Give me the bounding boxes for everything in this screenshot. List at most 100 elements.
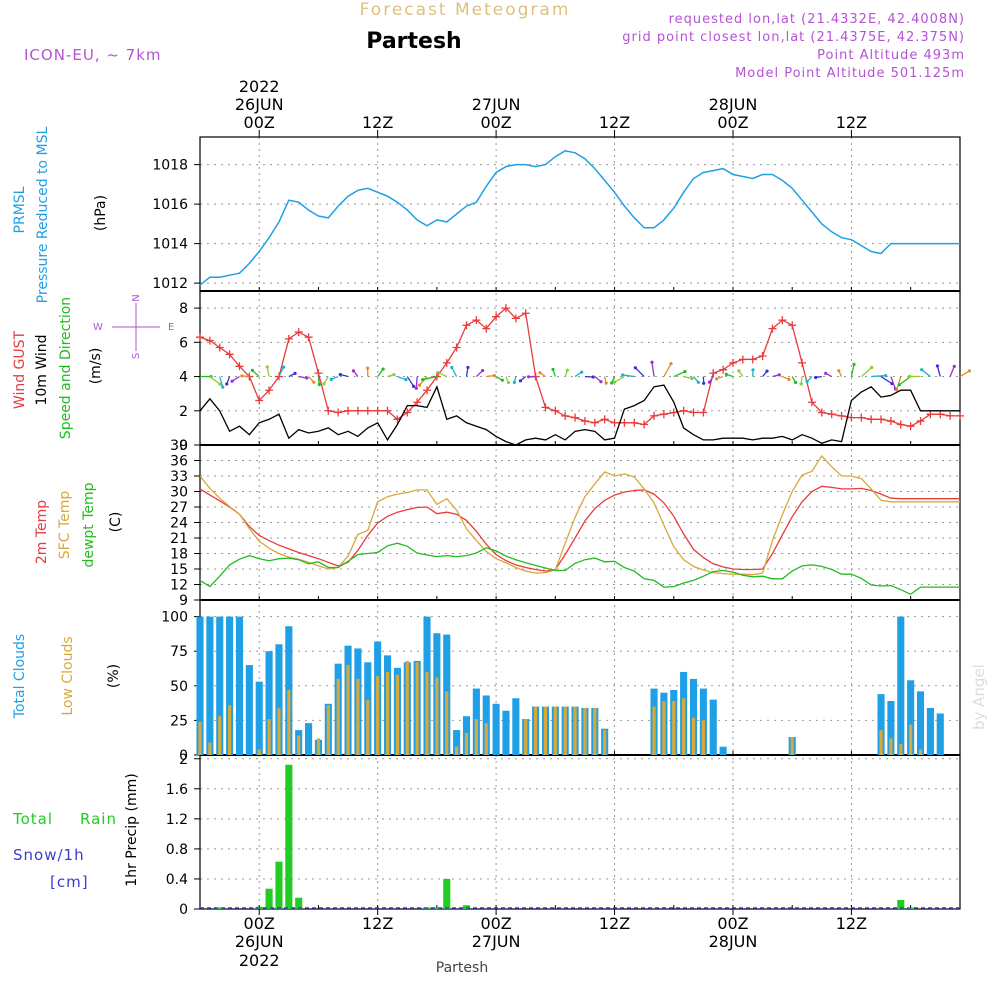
wind-arrow-head: [436, 370, 440, 375]
total-cloud-bar: [453, 730, 461, 755]
y-tick-label: 24: [170, 516, 188, 532]
wind-arrow: [663, 363, 672, 377]
snow-unit-label: [cm]: [50, 873, 89, 891]
wind-gust-point: [363, 406, 372, 415]
wind-arrow-head: [787, 377, 791, 381]
total-cloud-bar: [897, 616, 905, 755]
low-cloud-bar: [583, 707, 587, 755]
compass-rose: N W E S: [93, 294, 174, 359]
pressure-unit-label: (hPa): [93, 195, 109, 231]
wind-arrow-head: [702, 381, 706, 385]
wind-gust-point: [344, 406, 353, 415]
low-cloud-bar: [899, 743, 903, 755]
x-tick-label: 12Z: [836, 914, 867, 933]
wind-gust-point: [423, 386, 432, 395]
wind-gust-point: [719, 365, 728, 374]
wind-arrow: [415, 376, 418, 389]
wind-arrow-head: [824, 371, 828, 375]
wind-arrow-head: [417, 383, 422, 387]
wind-gust-point: [650, 411, 659, 420]
low-cloud-bar: [385, 671, 390, 755]
wind-arrow-head: [565, 368, 569, 372]
wind-arrow-head: [897, 383, 901, 387]
wind-arrow-head: [492, 373, 497, 378]
low-cloud-bar: [652, 706, 656, 755]
wind-gust-point: [877, 415, 886, 424]
low-cloud-bar: [376, 676, 380, 755]
wind-gust-point: [442, 358, 451, 367]
wind-arrow-head: [466, 365, 470, 370]
wind-arrow-head: [322, 382, 326, 386]
wind-arrow-head: [952, 364, 956, 368]
wind-gust-point: [413, 398, 422, 407]
wind-arrow-head: [512, 380, 516, 384]
wind-arrow-head: [450, 365, 454, 370]
temp-2m-label: 2m Temp: [34, 500, 50, 564]
x-tick-label: 12Z: [836, 113, 867, 132]
wind-arrow: [959, 370, 970, 378]
wind-gust-point: [551, 406, 560, 415]
wind-speed-line: [199, 384, 960, 446]
rain-bar: [285, 764, 293, 909]
compass-e: E: [168, 322, 174, 333]
wind-gust-point: [324, 406, 333, 415]
wind-arrow: [921, 369, 931, 378]
wind-arrow: [451, 367, 458, 377]
wind-gust-point: [373, 406, 382, 415]
wind-gust-point: [669, 408, 678, 417]
low-cloud-bar: [484, 723, 488, 755]
low-cloud-bar: [474, 719, 478, 755]
wind-arrow-head: [621, 373, 625, 377]
rain-bar: [216, 907, 224, 909]
temp-dewpt-label: dewpt Temp: [81, 482, 97, 567]
rain-bar: [275, 861, 283, 909]
y-tick-label: 12: [170, 578, 188, 594]
wind-arrow: [850, 364, 855, 377]
x-tick-label: 12Z: [599, 113, 630, 132]
low-cloud-bar: [603, 730, 607, 755]
wind-gust-point: [571, 413, 580, 422]
temp-dewpt-line: [199, 542, 960, 596]
wind-gust-point: [728, 358, 737, 367]
low-cloud-bar: [277, 707, 281, 755]
rain-label: Rain: [80, 810, 117, 828]
compass-n: N: [131, 294, 142, 301]
location-title: Partesh: [366, 29, 461, 54]
total-cloud-bar: [235, 616, 244, 755]
wind-arrow: [898, 376, 912, 386]
wind-arrow-head: [392, 372, 396, 377]
y-tick-label: 1018: [152, 158, 188, 174]
total-cloud-bar: [719, 746, 727, 755]
wind-gust-point: [452, 343, 461, 352]
wind-10m-label: 10m Wind: [34, 334, 50, 405]
clouds-unit-label: (%): [106, 664, 122, 688]
low-cloud-bar: [682, 698, 686, 755]
low-cloud-bar: [889, 738, 893, 755]
wind-gust-point: [778, 316, 787, 325]
low-cloud-bar: [405, 660, 409, 755]
wind-arrow: [860, 367, 873, 378]
wind-gust-point: [827, 410, 836, 419]
wind-gust-point: [620, 418, 629, 427]
low-cloud-bar: [257, 749, 261, 755]
wind-arrow-head: [669, 362, 673, 366]
wind-gust-point: [709, 369, 718, 378]
wind-arrow-head: [312, 380, 316, 384]
wind-arrow-head: [265, 365, 269, 369]
plot-area: 1012101410161018024689121518212427303336…: [152, 77, 972, 970]
y-tick-label: 36: [170, 454, 188, 470]
x-tick-label: 12Z: [362, 914, 393, 933]
wind-arrow-head: [650, 360, 654, 364]
low-cloud-bar: [356, 678, 360, 755]
wind-arrow: [422, 375, 438, 381]
wind-arrow-head: [551, 367, 555, 372]
low-cloud-bar: [326, 705, 330, 755]
wind-arrow-head: [751, 368, 755, 372]
y-tick-label: 2: [179, 404, 188, 420]
x-date-label: 28JUN: [709, 932, 758, 951]
panel-frame: [199, 599, 961, 756]
y-tick-label: 8: [179, 301, 188, 317]
prmsl-line: [199, 150, 960, 286]
wind-gust-point: [541, 403, 550, 412]
